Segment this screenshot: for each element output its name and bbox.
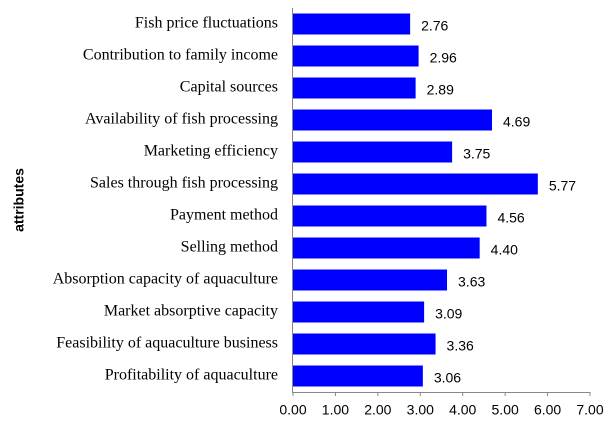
y-tick-label: Payment method [170, 207, 278, 224]
value-label: 4.56 [497, 210, 524, 226]
value-label: 4.40 [491, 242, 518, 258]
value-label: 2.76 [421, 18, 448, 34]
bar [293, 173, 538, 195]
x-tick-label: 3.00 [407, 402, 434, 418]
bar [293, 109, 492, 131]
bar [293, 333, 436, 355]
value-label: 5.77 [549, 178, 576, 194]
value-label: 3.75 [463, 146, 490, 162]
bar [293, 45, 419, 67]
y-tick-label: Market absorptive capacity [104, 303, 278, 320]
x-tick-label: 5.00 [492, 402, 519, 418]
y-tick-label: Feasibility of aquaculture business [56, 335, 278, 352]
x-tick-label: 4.00 [449, 402, 476, 418]
bar [293, 205, 487, 227]
bar [293, 269, 448, 291]
value-label: 3.63 [458, 274, 485, 290]
y-axis-title: attributes [11, 168, 27, 232]
bar [293, 301, 425, 323]
y-tick-label: Absorption capacity of aquaculture [53, 271, 278, 288]
bar [293, 141, 453, 163]
y-tick-label: Sales through fish processing [90, 175, 278, 192]
y-tick-label: Selling method [181, 239, 278, 256]
x-tick-label: 1.00 [322, 402, 349, 418]
bar [293, 13, 411, 35]
value-label: 2.89 [427, 82, 454, 98]
x-tick-label: 2.00 [364, 402, 391, 418]
value-label: 3.09 [435, 306, 462, 322]
bar [293, 365, 423, 387]
value-label: 4.69 [503, 114, 530, 130]
value-label: 3.06 [434, 370, 461, 386]
bar [293, 77, 416, 99]
value-label: 3.36 [447, 338, 474, 354]
y-tick-label: Availability of fish processing [85, 111, 278, 128]
x-tick-label: 0.00 [279, 402, 306, 418]
y-tick-label: Fish price fluctuations [135, 15, 278, 32]
y-tick-label: Marketing efficiency [144, 143, 278, 160]
y-tick-label: Capital sources [180, 79, 278, 96]
value-label: 2.96 [430, 50, 457, 66]
y-tick-label: Contribution to family income [83, 47, 278, 64]
y-tick-label: Profitability of aquaculture [105, 367, 278, 384]
x-tick-label: 7.00 [576, 402, 603, 418]
x-tick-label: 6.00 [534, 402, 561, 418]
bar [293, 237, 480, 259]
